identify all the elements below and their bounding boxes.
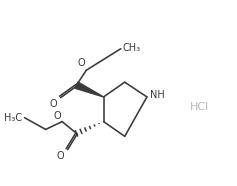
Polygon shape: [75, 82, 104, 97]
Text: O: O: [50, 99, 57, 109]
Text: O: O: [56, 151, 64, 161]
Text: O: O: [77, 58, 85, 68]
Text: HCl: HCl: [190, 102, 210, 112]
Text: H₃C: H₃C: [5, 113, 23, 123]
Text: O: O: [54, 111, 61, 121]
Text: NH: NH: [150, 90, 164, 100]
Text: CH₃: CH₃: [123, 43, 141, 53]
